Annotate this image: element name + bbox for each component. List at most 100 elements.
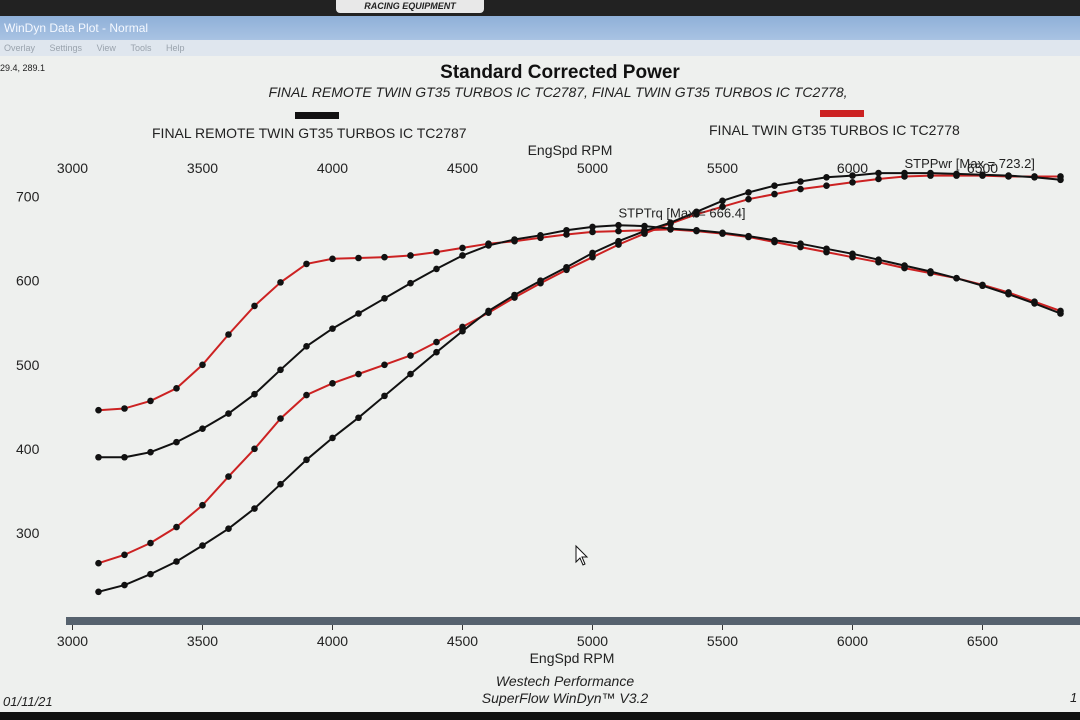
data-point bbox=[225, 410, 232, 417]
data-point bbox=[407, 352, 414, 359]
data-point bbox=[251, 445, 258, 453]
data-point bbox=[147, 570, 154, 578]
data-point bbox=[433, 265, 440, 273]
top-tick-label: 4500 bbox=[447, 160, 478, 176]
top-axis-label: EngSpd RPM bbox=[528, 142, 613, 158]
series-layer bbox=[95, 169, 1064, 596]
series-stptrq-tc2778 bbox=[95, 226, 1064, 414]
menu-item-overlay[interactable]: Overlay bbox=[4, 43, 36, 53]
data-point bbox=[225, 525, 232, 533]
data-point bbox=[251, 505, 258, 512]
bottom-tick-label: 6500 bbox=[967, 633, 998, 649]
footer-page: 1 bbox=[1070, 690, 1077, 705]
bottom-tick-label: 5500 bbox=[707, 633, 738, 649]
series-stptrq-tc2787 bbox=[95, 221, 1064, 461]
data-point bbox=[563, 263, 570, 271]
data-point bbox=[719, 203, 726, 211]
data-point bbox=[849, 172, 856, 179]
data-point bbox=[147, 539, 154, 547]
footer-company: Westech Performance bbox=[496, 673, 634, 689]
data-point bbox=[875, 169, 882, 177]
data-point bbox=[979, 171, 986, 179]
data-point bbox=[381, 295, 388, 302]
bottom-tick-label: 5000 bbox=[577, 633, 608, 649]
series-stppwr-tc2787 bbox=[95, 169, 1064, 596]
data-point bbox=[173, 438, 180, 446]
data-point bbox=[615, 227, 622, 235]
data-point bbox=[745, 189, 752, 196]
data-point bbox=[303, 260, 310, 268]
data-point bbox=[953, 274, 960, 282]
data-point bbox=[381, 361, 388, 369]
data-point bbox=[95, 453, 102, 461]
data-point bbox=[979, 282, 986, 290]
series-stppwr-tc2778 bbox=[95, 172, 1064, 567]
data-point bbox=[823, 245, 830, 253]
legend-swatch-series-2 bbox=[820, 110, 864, 117]
y-tick-label: 700 bbox=[16, 189, 40, 205]
data-point bbox=[797, 178, 804, 185]
data-point bbox=[329, 434, 336, 442]
menu-item-settings[interactable]: Settings bbox=[49, 43, 83, 53]
data-point bbox=[1005, 172, 1012, 179]
series-line bbox=[98, 224, 1061, 459]
power-max-annotation: STPPwr [Max = 723.2] bbox=[905, 156, 1035, 171]
data-point bbox=[875, 256, 882, 263]
data-point bbox=[511, 291, 518, 299]
data-point bbox=[277, 366, 284, 374]
data-point bbox=[1031, 173, 1038, 181]
data-point bbox=[745, 195, 752, 203]
data-point bbox=[303, 391, 310, 399]
data-point bbox=[537, 277, 544, 285]
data-point bbox=[797, 240, 804, 248]
data-point bbox=[589, 249, 596, 257]
data-point bbox=[615, 221, 622, 229]
data-point bbox=[433, 248, 440, 256]
data-point bbox=[849, 179, 856, 186]
y-tick-label: 400 bbox=[16, 441, 40, 457]
data-point bbox=[199, 542, 206, 549]
data-point bbox=[693, 226, 700, 234]
data-point bbox=[459, 252, 466, 259]
data-point bbox=[771, 182, 778, 189]
legend-label-series-2: FINAL TWIN GT35 TURBOS IC TC2778 bbox=[709, 122, 960, 138]
data-point bbox=[407, 252, 414, 259]
data-point bbox=[797, 185, 804, 193]
data-point bbox=[511, 236, 518, 243]
menu-item-tools[interactable]: Tools bbox=[130, 43, 152, 53]
data-point bbox=[95, 406, 102, 414]
top-axis-ticks: 3000 3500 4000 4500 5000 5500 6000 6500 bbox=[57, 160, 998, 176]
bottom-tick-label: 3500 bbox=[187, 633, 218, 649]
data-point bbox=[147, 448, 154, 456]
data-point bbox=[433, 338, 440, 346]
top-tick-label: 5500 bbox=[707, 160, 738, 176]
data-point bbox=[719, 229, 726, 237]
data-point bbox=[407, 279, 414, 287]
data-point bbox=[1057, 176, 1064, 184]
window-title: WinDyn Data Plot - Normal bbox=[0, 16, 1080, 40]
cursor-readout: 29.4, 289.1 bbox=[0, 63, 45, 73]
menu-item-view[interactable]: View bbox=[96, 43, 116, 53]
data-point bbox=[823, 173, 830, 181]
data-point bbox=[771, 237, 778, 244]
data-point bbox=[173, 558, 180, 565]
bottom-tick-label: 4000 bbox=[317, 633, 348, 649]
data-point bbox=[121, 405, 128, 412]
data-point bbox=[667, 219, 674, 226]
data-point bbox=[641, 227, 648, 235]
data-point bbox=[485, 242, 492, 249]
series-line bbox=[98, 228, 1061, 412]
monitor-brand-label: RACING EQUIPMENT bbox=[336, 0, 484, 13]
data-point bbox=[355, 414, 362, 422]
data-point bbox=[927, 169, 934, 177]
data-point bbox=[693, 208, 700, 216]
data-point bbox=[355, 370, 362, 378]
menu-item-help[interactable]: Help bbox=[165, 43, 185, 53]
data-point bbox=[329, 255, 336, 263]
data-point bbox=[251, 302, 258, 310]
data-point bbox=[589, 223, 596, 231]
data-point bbox=[537, 232, 544, 239]
data-point bbox=[459, 327, 466, 335]
y-tick-label: 300 bbox=[16, 525, 40, 541]
data-point bbox=[849, 250, 856, 258]
